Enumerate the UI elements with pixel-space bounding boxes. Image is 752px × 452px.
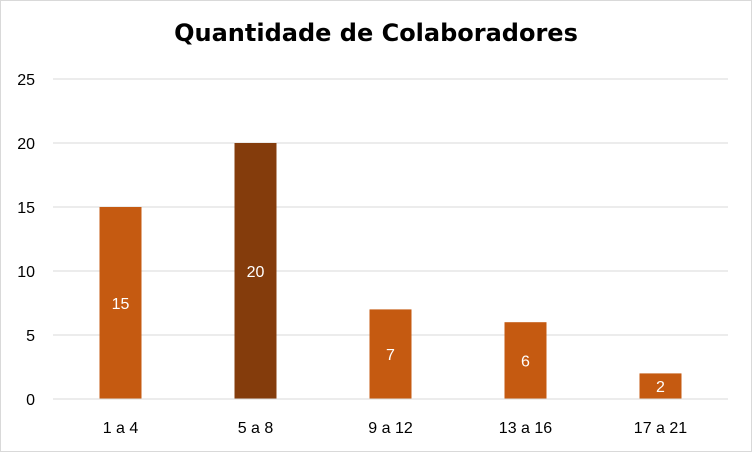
y-tick-label: 0 [26, 392, 35, 409]
x-tick-label: 1 a 4 [103, 420, 139, 437]
bar [99, 207, 142, 399]
y-tick-label: 15 [17, 200, 35, 217]
bar [504, 322, 547, 399]
y-tick-label: 25 [17, 72, 35, 89]
x-tick-label: 13 a 16 [499, 420, 552, 437]
x-tick-label: 5 a 8 [238, 420, 274, 437]
data-label: 15 [112, 296, 130, 313]
x-tick-label: 17 a 21 [634, 420, 687, 437]
y-tick-label: 5 [26, 328, 35, 345]
data-label: 7 [386, 347, 395, 364]
data-label: 2 [656, 379, 665, 396]
data-label: 20 [247, 264, 265, 281]
x-tick-label: 9 a 12 [368, 420, 413, 437]
bar [369, 309, 412, 399]
data-label: 6 [521, 354, 530, 371]
y-tick-label: 10 [17, 264, 35, 281]
chart-title: Quantidade de Colaboradores [174, 19, 578, 47]
y-tick-label: 20 [17, 136, 35, 153]
bar [234, 143, 277, 399]
bar [639, 373, 682, 399]
